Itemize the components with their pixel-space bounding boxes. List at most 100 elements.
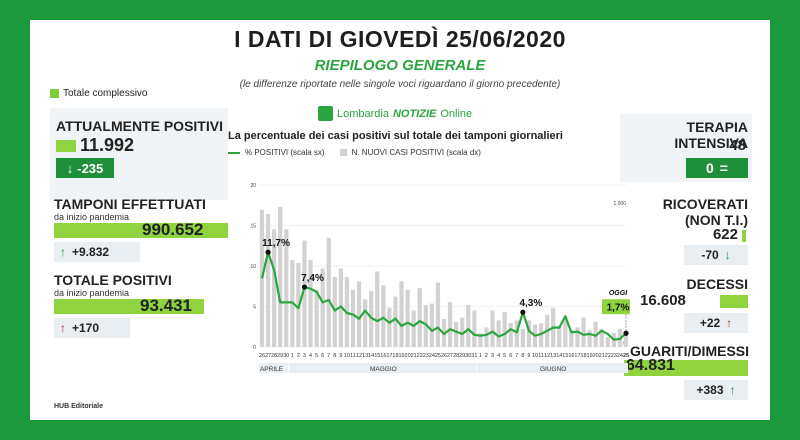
guariti-delta: +383 bbox=[696, 383, 724, 397]
cases-bar bbox=[490, 310, 495, 347]
x-tick-label: 19 bbox=[587, 353, 593, 359]
guariti-delta-box: +383 ↑ bbox=[684, 380, 748, 400]
decessi-value: 16.608 bbox=[640, 292, 686, 309]
x-tick-label: 15 bbox=[562, 353, 568, 359]
legend-line-swatch bbox=[228, 151, 240, 154]
x-tick-label: 16 bbox=[568, 353, 574, 359]
cases-bar bbox=[284, 229, 289, 347]
decessi-delta: +22 bbox=[699, 316, 721, 330]
x-tick-label: 18 bbox=[580, 353, 586, 359]
legend-label: Totale complessivo bbox=[63, 88, 148, 99]
cases-bar bbox=[399, 281, 404, 347]
x-tick-label: 29 bbox=[459, 353, 465, 359]
logo-text-notizie: NOTIZIE bbox=[392, 107, 437, 120]
attualmente-positivi-delta: -235 bbox=[77, 160, 104, 176]
month-band bbox=[258, 363, 289, 373]
x-tick-label: 14 bbox=[368, 353, 374, 359]
cases-bar bbox=[259, 209, 265, 347]
x-tick-label: 29 bbox=[277, 353, 283, 359]
month-label: GIUGNO bbox=[540, 366, 566, 373]
terapia-intensiva-delta: 0 bbox=[706, 160, 714, 176]
cases-bar bbox=[387, 307, 392, 347]
terapia-intensiva-label: TERAPIA INTENSIVA bbox=[674, 119, 748, 151]
x-tick-label: 12 bbox=[544, 353, 550, 359]
x-tick-label: 13 bbox=[362, 353, 368, 359]
cases-bar bbox=[587, 330, 592, 347]
cases-bar bbox=[308, 260, 313, 347]
totale-positivi-sub: da inizio pandemia bbox=[54, 288, 130, 298]
chart-annotations: 11,7% 7,4% 4,3% OGGI 1,7% bbox=[262, 238, 630, 336]
cases-bar bbox=[320, 268, 325, 347]
cases-bar bbox=[278, 207, 283, 347]
x-tick-label: 10 bbox=[344, 353, 350, 359]
credit: HUB Editoriale bbox=[54, 403, 104, 410]
cases-bar bbox=[466, 305, 471, 347]
page-subtitle: RIEPILOGO GENERALE bbox=[314, 57, 486, 74]
x-tick-label: 30 bbox=[283, 353, 289, 359]
x-tick-label: 6 bbox=[509, 353, 512, 359]
x-tick-label: 17 bbox=[574, 353, 580, 359]
decessi-label: DECESSI bbox=[686, 276, 748, 292]
x-tick-label: 22 bbox=[605, 353, 611, 359]
y-left-tick-label: 15 bbox=[250, 224, 256, 230]
arrow-up-icon: ↑ bbox=[729, 383, 736, 397]
chart-grid: 0510152001.000 bbox=[250, 183, 626, 351]
x-tick-label: 20 bbox=[405, 353, 411, 359]
attualmente-positivi-card bbox=[50, 108, 228, 200]
cases-bar bbox=[557, 326, 562, 347]
cases-bar bbox=[526, 320, 532, 347]
x-tick-label: 25 bbox=[623, 353, 629, 359]
x-tick-label: 31 bbox=[471, 353, 477, 359]
today-tag: OGGI bbox=[609, 290, 628, 297]
lombardia-notizie-logo: Lombardia NOTIZIE Online bbox=[318, 106, 472, 121]
annotation-dot bbox=[520, 309, 526, 315]
annotation-label: 4,3% bbox=[519, 298, 542, 309]
cases-bar bbox=[569, 330, 574, 347]
cases-bar bbox=[417, 288, 422, 347]
ricoverati-delta: -70 bbox=[701, 248, 719, 262]
x-tick-label: 12 bbox=[356, 353, 362, 359]
x-tick-label: 1 bbox=[479, 353, 482, 359]
month-label: MAGGIO bbox=[370, 366, 397, 373]
cases-bar bbox=[623, 333, 629, 347]
x-tick-label: 11 bbox=[538, 353, 544, 359]
cases-bar bbox=[454, 321, 459, 347]
annotation-dot bbox=[265, 249, 271, 255]
x-tick-label: 2 bbox=[297, 353, 300, 359]
cases-bar bbox=[484, 327, 489, 347]
attualmente-positivi-delta-box: ↓ -235 bbox=[56, 158, 114, 178]
ricoverati-delta-box: -70 ↓ bbox=[684, 245, 748, 265]
x-tick-label: 7 bbox=[327, 353, 330, 359]
x-tick-label: 3 bbox=[303, 353, 306, 359]
chart-legend: % POSITIVI (scala sx) N. NUOVI CASI POSI… bbox=[228, 148, 481, 157]
totale-positivi-delta: +170 bbox=[72, 321, 100, 335]
x-tick-label: 16 bbox=[380, 353, 386, 359]
cases-bar bbox=[520, 328, 525, 347]
ricoverati-value: 622 bbox=[712, 226, 738, 243]
cases-bar bbox=[326, 237, 331, 347]
cases-bar bbox=[411, 310, 416, 347]
tamponi-bar bbox=[54, 223, 228, 238]
arrow-down-icon: ↓ bbox=[724, 248, 731, 262]
cases-bar bbox=[356, 281, 362, 347]
ricoverati-label: RICOVERATI bbox=[662, 196, 748, 212]
totale-positivi-delta-box: ↑ +170 bbox=[54, 318, 130, 338]
guariti-bar bbox=[624, 360, 748, 376]
x-tick-label: 24 bbox=[617, 353, 623, 359]
annotation-label: 7,4% bbox=[301, 273, 324, 284]
x-tick-label: 3 bbox=[491, 353, 494, 359]
x-tick-label: 24 bbox=[429, 353, 435, 359]
x-tick-label: 13 bbox=[550, 353, 556, 359]
tamponi-delta: +9.832 bbox=[72, 245, 110, 259]
y-left-tick-label: 10 bbox=[250, 264, 256, 270]
month-label: APRILE bbox=[260, 366, 284, 373]
y-left-tick-label: 20 bbox=[250, 183, 256, 189]
cases-bar bbox=[478, 333, 483, 347]
annotation-dot bbox=[301, 284, 308, 290]
x-tick-label: 27 bbox=[447, 353, 453, 359]
chart-line bbox=[260, 251, 627, 341]
x-tick-label: 25 bbox=[435, 353, 441, 359]
x-tick-label: 28 bbox=[271, 353, 277, 359]
cases-bar bbox=[302, 240, 307, 347]
positivity-chart: 0510152001.000 2627282930123456789101112… bbox=[250, 183, 630, 373]
